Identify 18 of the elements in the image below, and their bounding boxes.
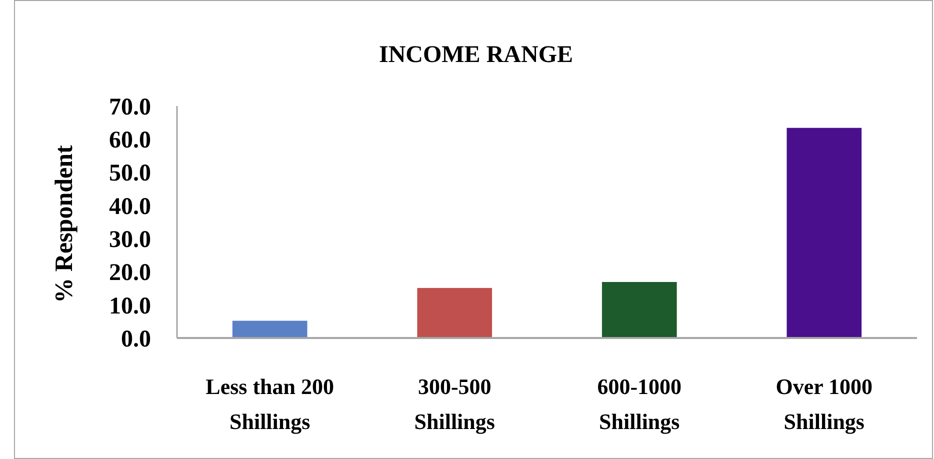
y-tick-label: 10.0 xyxy=(109,293,151,320)
y-tick-label: 20.0 xyxy=(109,260,151,286)
bar xyxy=(232,320,308,338)
bar xyxy=(786,128,862,338)
chart-title: INCOME RANGE xyxy=(378,42,574,68)
y-tick-label: 60.0 xyxy=(109,128,151,154)
bar xyxy=(602,282,677,338)
bar xyxy=(417,288,492,338)
y-tick-label: 30.0 xyxy=(109,226,151,253)
x-tick-label: 300-500 Shillings xyxy=(414,374,496,434)
y-tick-label: 40.0 xyxy=(109,194,151,220)
y-axis-title: % Respondent xyxy=(51,144,78,303)
y-tick-label: 50.0 xyxy=(109,160,151,187)
x-tick-label: 600-1000 Shillings xyxy=(597,374,682,434)
x-tick-label: Less than 200 Shillings xyxy=(206,374,334,434)
y-tick-label: 70.0 xyxy=(109,94,151,120)
y-tick-label: 0.0 xyxy=(121,326,151,352)
x-tick-label: Over 1000 Shillings xyxy=(776,374,873,434)
